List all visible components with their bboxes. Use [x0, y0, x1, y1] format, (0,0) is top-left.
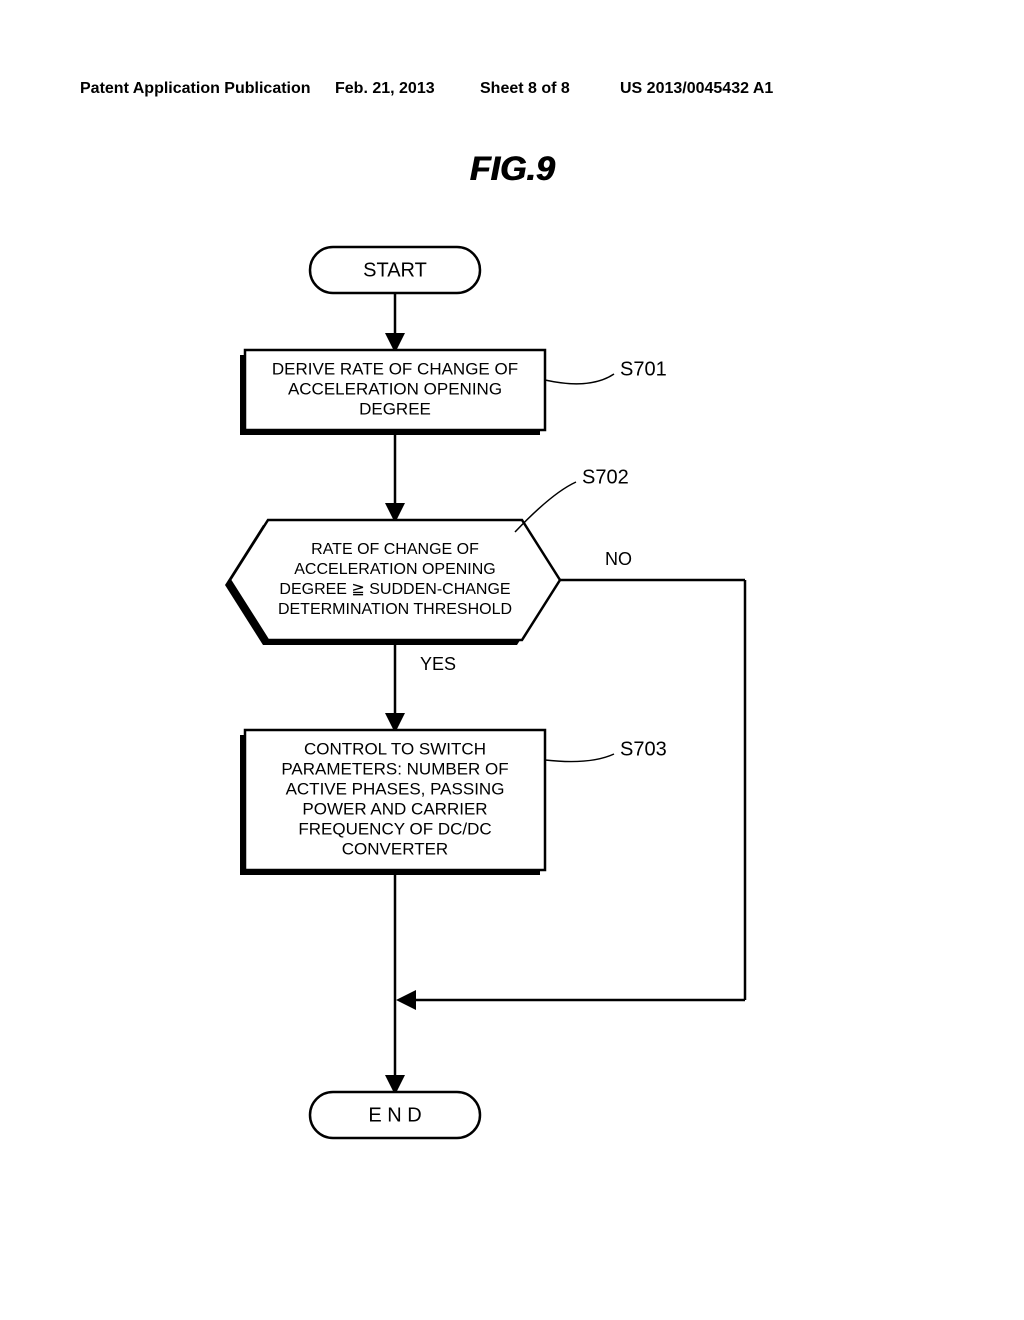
svg-text:RATE OF CHANGE OF: RATE OF CHANGE OF [311, 541, 479, 558]
svg-text:NO: NO [605, 549, 632, 569]
svg-text:S702: S702 [582, 466, 629, 488]
svg-text:ACCELERATION OPENING: ACCELERATION OPENING [294, 561, 496, 578]
svg-text:ACCELERATION OPENING: ACCELERATION OPENING [288, 379, 502, 398]
header-publication: Patent Application Publication [80, 80, 311, 98]
svg-text:S701: S701 [620, 358, 667, 380]
figure-title: FIG.9 [0, 150, 1024, 189]
svg-text:S703: S703 [620, 738, 667, 760]
svg-text:DETERMINATION THRESHOLD: DETERMINATION THRESHOLD [278, 601, 512, 618]
svg-text:DERIVE RATE OF CHANGE OF: DERIVE RATE OF CHANGE OF [272, 359, 518, 378]
svg-text:PARAMETERS: NUMBER OF: PARAMETERS: NUMBER OF [281, 759, 508, 778]
svg-text:E N D: E N D [368, 1104, 421, 1126]
s701-box: DERIVE RATE OF CHANGE OFACCELERATION OPE… [240, 350, 545, 435]
header-sheet: Sheet 8 of 8 [480, 80, 570, 98]
header-date: Feb. 21, 2013 [335, 80, 435, 98]
end-node: E N D [310, 1092, 480, 1138]
svg-text:FREQUENCY OF DC/DC: FREQUENCY OF DC/DC [298, 819, 491, 838]
svg-text:ACTIVE PHASES, PASSING: ACTIVE PHASES, PASSING [286, 779, 505, 798]
start-node: START [310, 247, 480, 293]
header-number: US 2013/0045432 A1 [620, 80, 773, 98]
svg-text:CONTROL TO SWITCH: CONTROL TO SWITCH [304, 739, 486, 758]
svg-text:START: START [363, 259, 427, 281]
svg-text:POWER AND CARRIER: POWER AND CARRIER [302, 799, 487, 818]
svg-text:YES: YES [420, 654, 456, 674]
page-container: Patent Application Publication Feb. 21, … [0, 0, 1024, 1320]
svg-text:DEGREE ≧ SUDDEN-CHANGE: DEGREE ≧ SUDDEN-CHANGE [279, 581, 510, 598]
svg-text:DEGREE: DEGREE [359, 399, 431, 418]
flowchart: STARTDERIVE RATE OF CHANGE OFACCELERATIO… [0, 240, 1024, 1300]
s703-box: CONTROL TO SWITCHPARAMETERS: NUMBER OFAC… [240, 730, 545, 875]
s702-decision: RATE OF CHANGE OF ACCELERATION OPENING DEG… [225, 520, 560, 645]
svg-text:CONVERTER: CONVERTER [342, 839, 448, 858]
